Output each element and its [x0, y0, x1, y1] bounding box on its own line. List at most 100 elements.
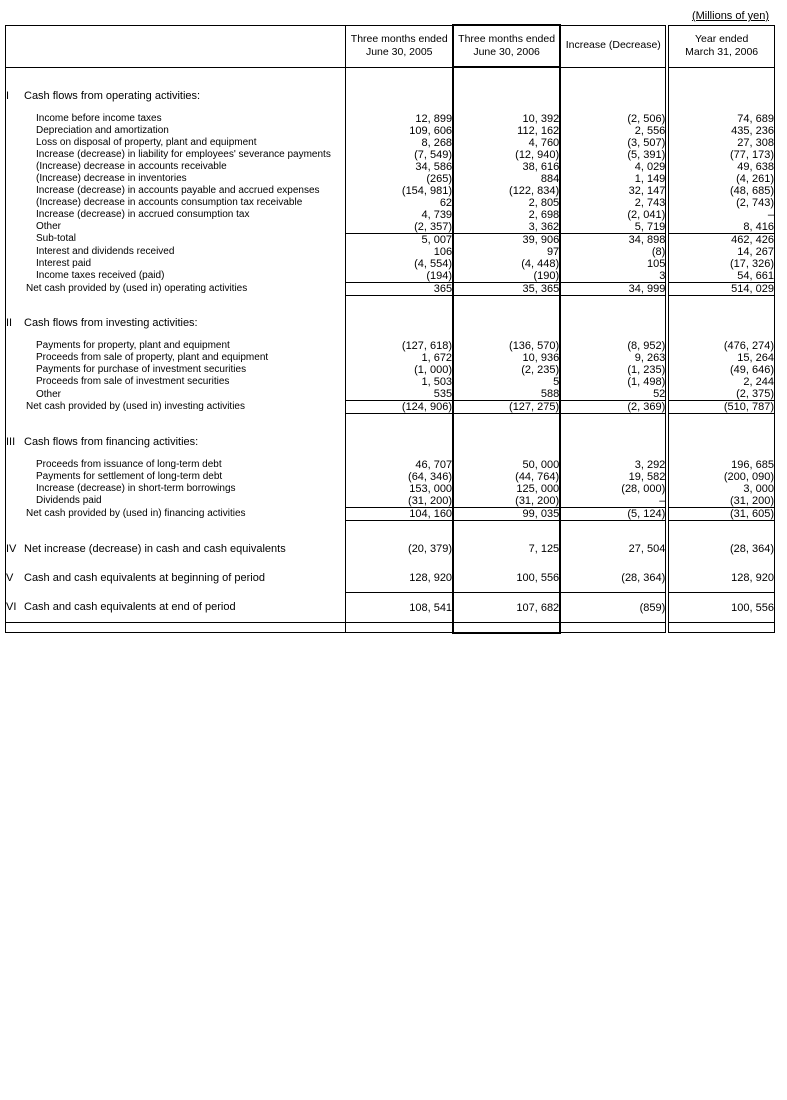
cell: 39, 906	[453, 233, 560, 246]
cell: (28, 364)	[560, 564, 667, 593]
cell: 7, 125	[453, 535, 560, 564]
cell: (2, 375)	[667, 388, 774, 401]
table-row: Net cash provided by (used in) operating…	[6, 282, 775, 295]
cell: 10, 936	[453, 352, 560, 364]
cell: (127, 618)	[346, 340, 453, 352]
cell: 54, 661	[667, 270, 774, 283]
cell: 435, 236	[667, 125, 774, 137]
cell: 105	[560, 258, 667, 270]
cashflow-table: Three months endedJune 30, 2005 Three mo…	[5, 24, 775, 634]
cell: 27, 504	[560, 535, 667, 564]
cell: 2, 743	[560, 197, 667, 209]
cell: (265)	[346, 173, 453, 185]
cell: 2, 805	[453, 197, 560, 209]
cell: 3	[560, 270, 667, 283]
cell: (44, 764)	[453, 471, 560, 483]
table-row: Proceeds from sale of property, plant an…	[6, 352, 775, 364]
table-row: Payments for purchase of investment secu…	[6, 364, 775, 376]
cell: 514, 029	[667, 282, 774, 295]
closer-row	[6, 623, 775, 633]
roman-num: IV	[6, 543, 24, 556]
table-row: IVNet increase (decrease) in cash and ca…	[6, 535, 775, 564]
table-row: Increase (decrease) in liability for emp…	[6, 149, 775, 161]
cell: 4, 760	[453, 137, 560, 149]
cell: 3, 362	[453, 221, 560, 234]
cell: 365	[346, 282, 453, 295]
cell: 34, 898	[560, 233, 667, 246]
roman-label: Net increase (decrease) in cash and cash…	[24, 543, 286, 555]
cell: (31, 200)	[667, 495, 774, 508]
cell: (2, 369)	[560, 401, 667, 414]
table-row: Dividends paid(31, 200)(31, 200)–(31, 20…	[6, 495, 775, 508]
cell: (154, 981)	[346, 185, 453, 197]
cell: (31, 200)	[453, 495, 560, 508]
cell: (2, 041)	[560, 209, 667, 221]
cell: 15, 264	[667, 352, 774, 364]
cell: 9, 263	[560, 352, 667, 364]
cell: 3, 292	[560, 459, 667, 471]
cell: 19, 582	[560, 471, 667, 483]
section-label: Cash flows from investing activities:	[24, 317, 198, 329]
roman-label: Cash and cash equivalents at end of peri…	[24, 601, 236, 613]
section-title: ICash flows from operating activities:	[6, 67, 346, 113]
cell: (5, 391)	[560, 149, 667, 161]
cell: 12, 899	[346, 113, 453, 125]
table-row: Payments for settlement of long-term deb…	[6, 471, 775, 483]
table-row: Increase (decrease) in accrued consumpti…	[6, 209, 775, 221]
cell: 14, 267	[667, 246, 774, 258]
cell: (122, 834)	[453, 185, 560, 197]
row-label: IVNet increase (decrease) in cash and ca…	[6, 535, 346, 564]
row-label: Depreciation and amortization	[6, 125, 346, 137]
cell: 2, 698	[453, 209, 560, 221]
cell: (8, 952)	[560, 340, 667, 352]
cell: 153, 000	[346, 483, 453, 495]
row-label: Interest paid	[6, 258, 346, 270]
cell: (3, 507)	[560, 137, 667, 149]
row-label: Increase (decrease) in accrued consumpti…	[6, 209, 346, 221]
cell: 1, 503	[346, 376, 453, 388]
row-label: Net cash provided by (used in) financing…	[6, 508, 346, 521]
cell: 125, 000	[453, 483, 560, 495]
row-label: (Increase) decrease in inventories	[6, 173, 346, 185]
roman-num: V	[6, 572, 24, 585]
table-row: Increase (decrease) in short-term borrow…	[6, 483, 775, 495]
row-label: Dividends paid	[6, 495, 346, 508]
cell: (859)	[560, 593, 667, 623]
cell: (510, 787)	[667, 401, 774, 414]
table-row: (Increase) decrease in inventories(265)8…	[6, 173, 775, 185]
row-label: Proceeds from sale of property, plant an…	[6, 352, 346, 364]
row-label: Interest and dividends received	[6, 246, 346, 258]
cell: (1, 235)	[560, 364, 667, 376]
cell: (12, 940)	[453, 149, 560, 161]
roman-num: III	[6, 436, 24, 449]
cell: 35, 365	[453, 282, 560, 295]
row-label: Income taxes received (paid)	[6, 270, 346, 283]
cell: (194)	[346, 270, 453, 283]
table-row: Net cash provided by (used in) financing…	[6, 508, 775, 521]
cell: (2, 506)	[560, 113, 667, 125]
header-blank	[6, 25, 346, 67]
cell: 97	[453, 246, 560, 258]
row-label: Increase (decrease) in accounts payable …	[6, 185, 346, 197]
cell: 588	[453, 388, 560, 401]
cell: (77, 173)	[667, 149, 774, 161]
cell: 46, 707	[346, 459, 453, 471]
cell: (124, 906)	[346, 401, 453, 414]
cell: 32, 147	[560, 185, 667, 197]
table-row: VCash and cash equivalents at beginning …	[6, 564, 775, 593]
cell: 5, 007	[346, 233, 453, 246]
cell: (476, 274)	[667, 340, 774, 352]
roman-num: II	[6, 317, 24, 330]
section-title: IIICash flows from financing activities:	[6, 414, 346, 459]
table-row: Other(2, 357)3, 3625, 7198, 416	[6, 221, 775, 234]
cell: 49, 638	[667, 161, 774, 173]
cell: 8, 268	[346, 137, 453, 149]
header-row: Three months endedJune 30, 2005 Three mo…	[6, 25, 775, 67]
cell: (49, 646)	[667, 364, 774, 376]
cell: (1, 498)	[560, 376, 667, 388]
section-row: IICash flows from investing activities:	[6, 295, 775, 340]
row-label: Payments for purchase of investment secu…	[6, 364, 346, 376]
table-row: Net cash provided by (used in) investing…	[6, 401, 775, 414]
cell: 62	[346, 197, 453, 209]
cell: (1, 000)	[346, 364, 453, 376]
